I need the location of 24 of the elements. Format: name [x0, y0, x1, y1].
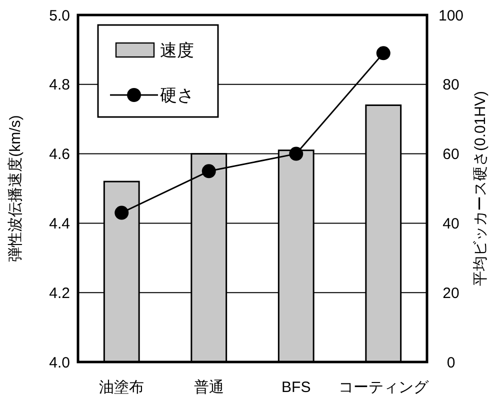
point: [202, 164, 216, 178]
y2-tick-label: 20: [442, 284, 460, 302]
legend-label: 速度: [160, 40, 194, 60]
y2-tick-label: 80: [442, 76, 460, 94]
y-axis-title: 弾性波伝播速度(km/s): [7, 115, 24, 262]
y-tick-label: 4.0: [49, 354, 70, 372]
x-tick-label: BFS: [282, 379, 311, 396]
point: [376, 46, 390, 60]
y2-axis-title: 平均ビッカース硬さ(0.01HV): [472, 90, 489, 286]
legend-label: 硬さ: [160, 86, 194, 105]
point: [114, 206, 129, 220]
y2-tick-label: 0: [446, 354, 456, 372]
x-tick-label: コーティング: [338, 379, 430, 396]
y2-tick-label: 100: [438, 7, 464, 24]
y-tick-label: 5.0: [49, 7, 70, 24]
y2-tick-label: 40: [442, 215, 460, 232]
y-tick-label: 4.8: [49, 76, 70, 94]
point: [289, 146, 304, 161]
y-tick-label: 4.2: [49, 284, 70, 302]
y-tick-label: 4.6: [49, 146, 70, 164]
y2-tick-label: 60: [442, 146, 460, 164]
x-tick-label: 油塗布: [99, 379, 144, 396]
x-tick-label: 普通: [194, 379, 224, 396]
y-tick-label: 4.4: [49, 215, 70, 232]
